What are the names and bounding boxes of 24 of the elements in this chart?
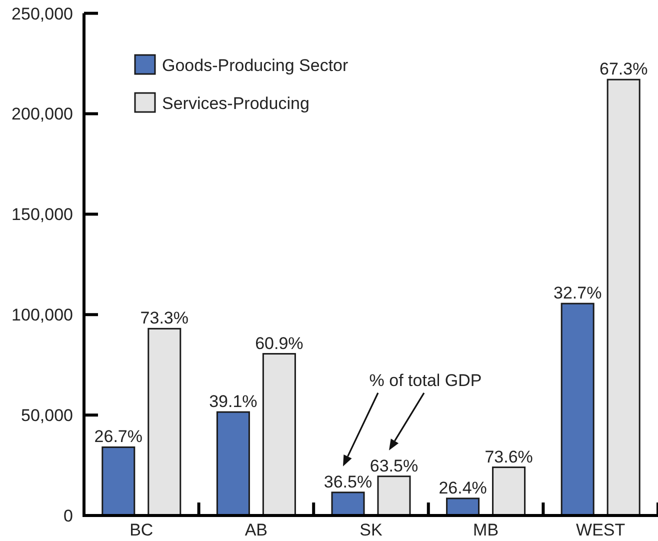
annotation: 60.9%: [255, 334, 304, 353]
annotation: 36.5%: [324, 472, 372, 492]
y-tick-label: 200,000: [12, 104, 73, 124]
annotation: 39.1%: [209, 392, 258, 412]
x-tick-label: MB: [473, 520, 499, 540]
annotation: 73.3%: [140, 308, 188, 328]
x-tick-label: BC: [130, 520, 154, 540]
y-tick-label: 150,000: [12, 205, 73, 224]
legend-label: Goods-Producing Sector: [162, 56, 348, 75]
y-tick-label: 250,000: [12, 4, 73, 24]
annotation: 26.4%: [438, 478, 487, 498]
annotation: 63.5%: [370, 456, 418, 476]
annotation: 26.7%: [94, 427, 143, 446]
annotation: 73.6%: [484, 447, 533, 466]
y-tick-label: 50,000: [21, 406, 73, 426]
x-tick-label: WEST: [576, 520, 626, 540]
y-tick-label: 100,000: [12, 306, 73, 325]
annotation: % of total GDP: [369, 370, 482, 390]
annotation: 67.3%: [599, 60, 648, 79]
y-tick-label: 0: [64, 506, 73, 526]
annotation: 32.7%: [554, 284, 602, 303]
x-tick-label: AB: [244, 520, 268, 540]
legend-label: Services-Producing: [162, 94, 310, 113]
x-tick-label: SK: [360, 520, 383, 540]
